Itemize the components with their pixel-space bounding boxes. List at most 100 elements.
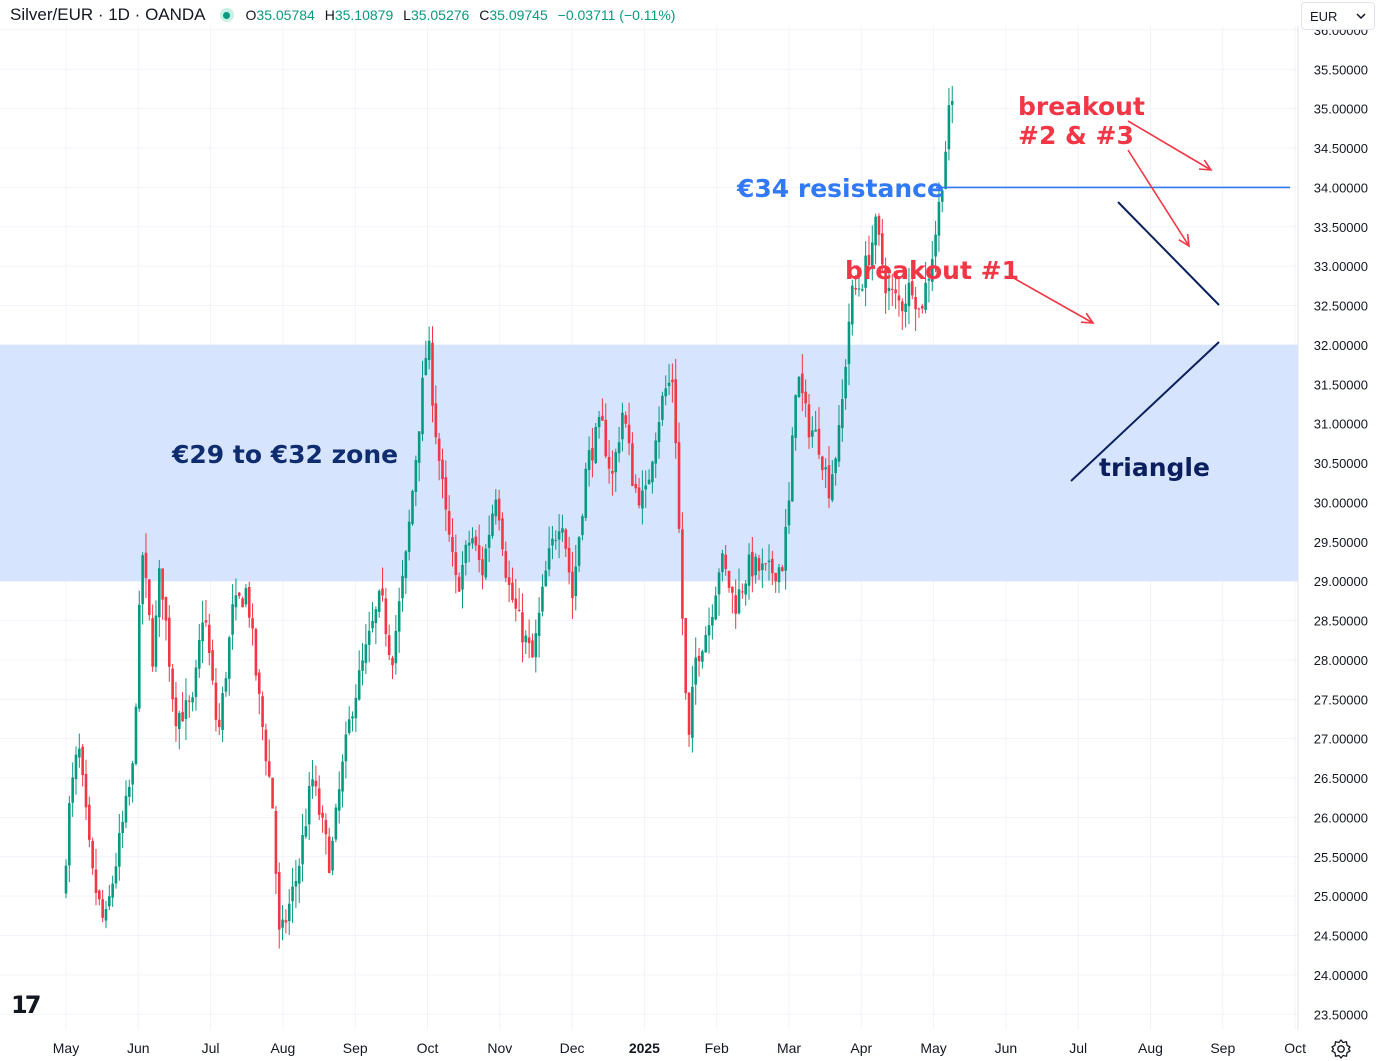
candle-body — [161, 568, 164, 600]
candle-body — [804, 391, 807, 404]
candle-body — [487, 534, 491, 548]
candle-body — [511, 582, 514, 601]
candle-body — [741, 591, 744, 593]
candle-body — [98, 890, 101, 900]
candle-body — [414, 459, 418, 492]
x-tick-label: May — [920, 1040, 946, 1056]
candle-body — [797, 376, 801, 398]
y-tick-label: 31.50000 — [1314, 377, 1368, 392]
x-tick-label: Apr — [850, 1040, 872, 1056]
candle-body — [531, 640, 534, 658]
candle-body — [104, 909, 108, 921]
resistance-label: €34 resistance — [736, 174, 944, 203]
candle-body — [647, 479, 651, 485]
candle-body — [674, 379, 678, 444]
candle-body — [227, 637, 231, 679]
candle-body — [64, 865, 68, 894]
currency-value: EUR — [1310, 8, 1338, 24]
triangle-label: triangle — [1099, 453, 1210, 482]
candle-body — [481, 559, 484, 576]
gear-icon[interactable] — [1330, 1038, 1352, 1060]
y-tick-label: 33.00000 — [1314, 259, 1368, 274]
candle-body — [197, 640, 201, 669]
candle-body — [68, 803, 71, 866]
annotation-labels: €29 to €32 zone €34 resistance breakout #1… — [171, 92, 1210, 482]
candle-body — [524, 635, 528, 643]
x-tick-label: Jun — [995, 1040, 1018, 1056]
candle-body — [704, 634, 708, 653]
y-tick-label: 25.50000 — [1314, 850, 1368, 865]
candle-body — [254, 629, 258, 676]
candle-body — [201, 622, 204, 642]
candle-body — [774, 572, 777, 582]
currency-selector[interactable]: EUR — [1301, 2, 1375, 30]
candle-body — [764, 563, 767, 565]
candle-body — [477, 545, 481, 560]
candle-body — [581, 516, 584, 536]
y-tick-label: 26.50000 — [1314, 771, 1368, 786]
market-status-icon — [219, 8, 234, 22]
candle-body — [950, 101, 954, 105]
candle-body — [831, 474, 834, 501]
breakout-2-label-line1: breakout — [1018, 92, 1145, 121]
symbol-legend[interactable]: Silver/EUR · 1D · OANDA O35.05784 H35.10… — [10, 4, 675, 26]
candle-body — [177, 713, 181, 730]
candle-body — [471, 538, 474, 544]
candle-body — [321, 812, 324, 818]
candle-body — [934, 234, 937, 257]
candle-body — [851, 285, 854, 325]
candle-body — [91, 840, 94, 869]
candle-body — [367, 630, 371, 645]
candle-body — [194, 667, 198, 697]
candle-body — [677, 442, 681, 529]
candle-body — [517, 610, 521, 612]
candle-body — [334, 807, 338, 840]
candle-body — [737, 589, 741, 614]
candle-body — [431, 342, 434, 406]
candle-body — [847, 321, 851, 365]
candle-body — [877, 215, 881, 235]
y-axis: 36.0000035.5000035.0000034.5000034.00000… — [1314, 23, 1368, 1022]
candle-body — [694, 657, 698, 685]
x-tick-label: Oct — [1284, 1040, 1306, 1056]
candle-body — [301, 834, 304, 865]
candle-body — [277, 872, 281, 930]
candle-body — [644, 485, 648, 490]
support-zone-band — [0, 344, 1298, 582]
x-tick-label: 2025 — [629, 1040, 660, 1056]
candle-body — [537, 612, 541, 636]
candle-body — [167, 617, 171, 667]
candle-body — [217, 719, 221, 728]
candle-body — [244, 588, 248, 605]
candle-body — [791, 435, 794, 502]
x-tick-label: Jun — [127, 1040, 150, 1056]
candle-body — [761, 563, 764, 571]
candle-body — [384, 598, 388, 635]
candle-body — [341, 761, 344, 792]
candle-body — [134, 706, 138, 764]
candle-body — [437, 438, 441, 461]
candle-body — [887, 287, 891, 292]
candle-body — [181, 711, 184, 722]
candle-body — [807, 404, 811, 438]
tradingview-logo[interactable]: 17 — [11, 991, 41, 1019]
candle-body — [441, 459, 444, 480]
candle-body — [421, 377, 424, 435]
candle-body — [264, 729, 268, 762]
change-value: −0.03711 (−0.11%) — [557, 7, 676, 23]
candle-body — [671, 379, 674, 383]
candle-body — [564, 529, 568, 549]
candle-body — [667, 382, 671, 387]
candle-body — [291, 886, 294, 902]
candle-body — [734, 595, 737, 614]
candle-body — [171, 668, 174, 700]
candle-body — [237, 592, 241, 596]
candle-body — [817, 428, 821, 455]
symbol-title[interactable]: Silver/EUR · 1D · OANDA — [10, 5, 206, 24]
candle-body — [397, 601, 401, 632]
candle-body — [154, 615, 158, 667]
y-tick-label: 32.00000 — [1314, 338, 1368, 353]
candle-body — [880, 233, 884, 265]
candle-body — [88, 804, 91, 840]
